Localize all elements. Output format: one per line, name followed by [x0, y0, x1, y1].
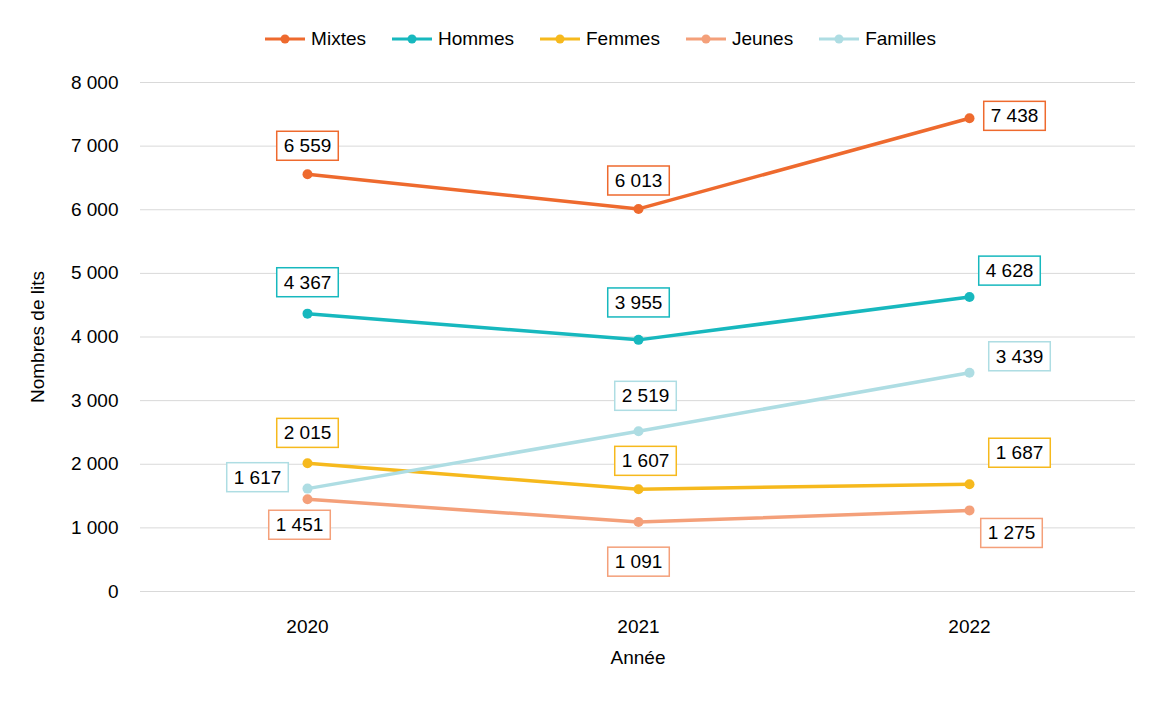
svg-text:Nombres de lits: Nombres de lits — [27, 271, 48, 403]
svg-text:0: 0 — [108, 581, 119, 602]
html-text:Hommes: Hommes — [438, 27, 514, 49]
svg-text:6 000: 6 000 — [71, 199, 119, 220]
svg-text:2 015: 2 015 — [284, 422, 332, 443]
svg-text:4 367: 4 367 — [284, 272, 332, 293]
svg-text:2020: 2020 — [286, 616, 328, 637]
svg-text:1 617: 1 617 — [234, 467, 282, 488]
svg-text:4 628: 4 628 — [986, 260, 1034, 281]
svg-text:6 013: 6 013 — [615, 170, 663, 191]
svg-text:2021: 2021 — [617, 616, 659, 637]
svg-text:1 451: 1 451 — [276, 514, 324, 535]
svg-text:2022: 2022 — [948, 616, 990, 637]
html-text:Familles: Familles — [865, 27, 936, 49]
svg-text:5 000: 5 000 — [71, 262, 119, 283]
svg-text:3 000: 3 000 — [71, 390, 119, 411]
svg-text:1 607: 1 607 — [622, 450, 670, 471]
svg-text:1 000: 1 000 — [71, 517, 119, 538]
svg-text:Année: Année — [611, 647, 666, 668]
html-text:Mixtes: Mixtes — [311, 27, 366, 49]
html-text:Jeunes: Jeunes — [731, 27, 794, 49]
svg-text:1 091: 1 091 — [615, 551, 663, 572]
svg-text:1 687: 1 687 — [996, 442, 1044, 463]
svg-text:3 439: 3 439 — [996, 346, 1044, 367]
html-text:Femmes: Femmes — [586, 27, 660, 49]
svg-text:7 438: 7 438 — [991, 105, 1039, 126]
svg-text:1 275: 1 275 — [988, 522, 1036, 543]
svg-text:4 000: 4 000 — [71, 326, 119, 347]
svg-text:8 000: 8 000 — [71, 72, 119, 93]
svg-text:6 559: 6 559 — [284, 135, 332, 156]
svg-text:7 000: 7 000 — [71, 135, 119, 156]
svg-text:2 519: 2 519 — [622, 385, 670, 406]
svg-text:3 955: 3 955 — [615, 292, 663, 313]
svg-text:2 000: 2 000 — [71, 453, 119, 474]
